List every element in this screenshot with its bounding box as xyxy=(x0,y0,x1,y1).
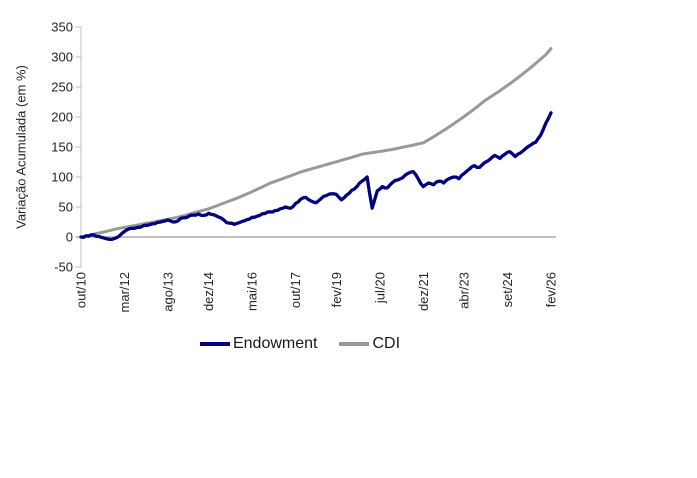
x-tick-label: fev/26 xyxy=(544,272,559,307)
chart-legend: Endowment CDI xyxy=(0,335,600,353)
x-tick-label: dez/14 xyxy=(201,272,216,311)
x-tick-label: jul/20 xyxy=(372,272,387,304)
x-tick-label: mai/16 xyxy=(245,272,260,311)
y-tick-label: -50 xyxy=(54,260,73,275)
legend-item-cdi: CDI xyxy=(339,335,400,353)
x-tick-label: dez/21 xyxy=(416,272,431,311)
x-tick-label: out/17 xyxy=(288,272,303,308)
y-tick-label: 50 xyxy=(59,200,73,215)
x-tick-label: out/10 xyxy=(74,272,89,308)
y-tick-label: 100 xyxy=(51,170,73,185)
y-tick-label: 300 xyxy=(51,50,73,65)
y-tick-label: 200 xyxy=(51,110,73,125)
x-tick-label: mar/12 xyxy=(117,272,132,312)
legend-label-cdi: CDI xyxy=(372,335,401,352)
series-line-endowment xyxy=(79,111,553,242)
cdi-line-swatch xyxy=(339,342,370,346)
legend-item-endowment: Endowment xyxy=(199,335,318,353)
series-line-cdi xyxy=(79,47,553,239)
y-tick-label: 250 xyxy=(51,80,73,95)
x-tick-label: set/24 xyxy=(500,272,515,307)
y-axis-title: Variação Acumulada (em %) xyxy=(13,65,29,229)
legend-label-endowment: Endowment xyxy=(232,335,318,352)
endowment-line-swatch xyxy=(199,342,230,346)
y-tick-label: 0 xyxy=(66,230,73,245)
y-tick-label: 350 xyxy=(51,20,73,35)
x-tick-label: abr/23 xyxy=(457,272,472,309)
y-tick-label: 150 xyxy=(51,140,73,155)
x-tick-label: ago/13 xyxy=(160,272,175,312)
x-tick-label: fev/19 xyxy=(329,272,344,307)
